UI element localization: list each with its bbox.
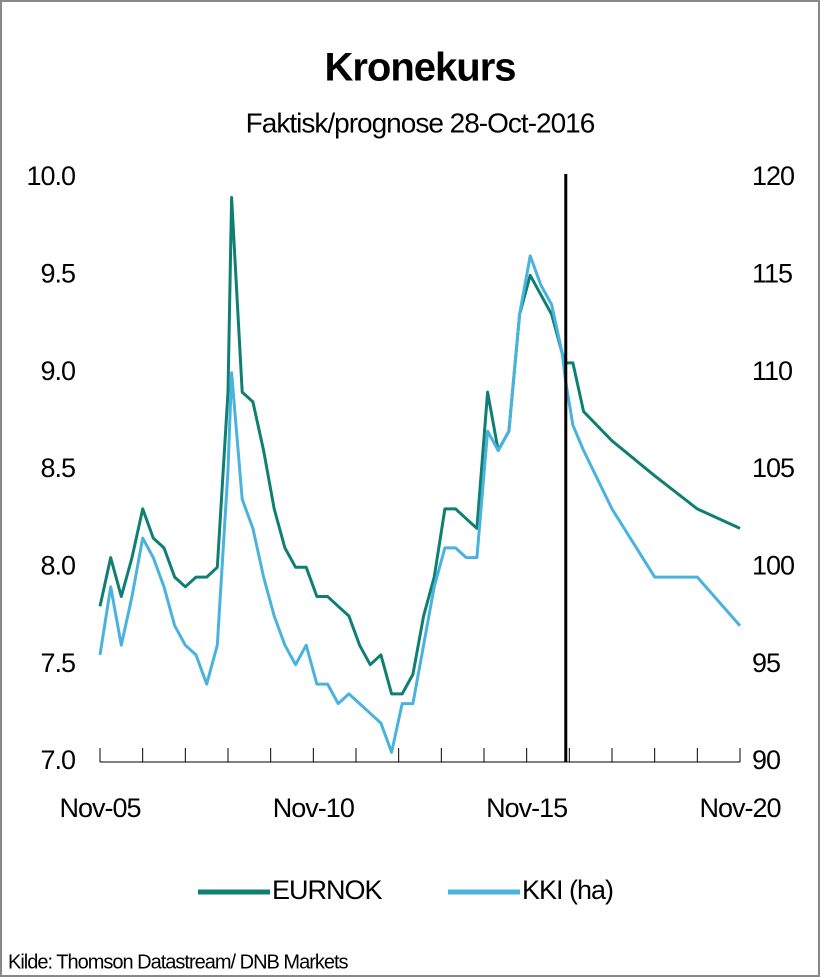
y-tick-label: 9.5	[40, 258, 75, 288]
y-tick-label: 8.0	[40, 550, 75, 580]
y2-tick-label: 105	[752, 453, 794, 483]
y2-tick-label: 120	[752, 161, 794, 191]
y2-tick-label: 100	[752, 550, 794, 580]
source: Kilde: Thomson Datastream/ DNB Markets	[8, 951, 349, 973]
y-tick-label: 8.5	[40, 453, 75, 483]
x-tick-label: Nov-05	[59, 793, 140, 823]
y-tick-label: 10.0	[26, 161, 75, 191]
y2-tick-label: 110	[752, 356, 792, 386]
x-tick-label: Nov-20	[699, 793, 780, 823]
series-line	[98, 196, 741, 696]
chart-title: Kronekurs	[324, 46, 515, 90]
x-tick-label: Nov-10	[273, 793, 354, 823]
y-tick-label: 9.0	[40, 356, 75, 386]
x-tick-label: Nov-15	[486, 793, 567, 823]
y2-tick-label: 95	[752, 648, 780, 678]
legend-label: EURNOK	[272, 875, 383, 905]
y-tick-label: 7.0	[40, 745, 75, 775]
series-line	[98, 254, 742, 754]
y2-tick-label: 115	[752, 258, 792, 288]
chart-subtitle: Faktisk/prognose 28-Oct-2016	[246, 107, 595, 138]
legend-label: KKI (ha)	[522, 875, 613, 905]
y-tick-label: 7.5	[40, 648, 75, 678]
y2-tick-label: 90	[752, 745, 780, 775]
